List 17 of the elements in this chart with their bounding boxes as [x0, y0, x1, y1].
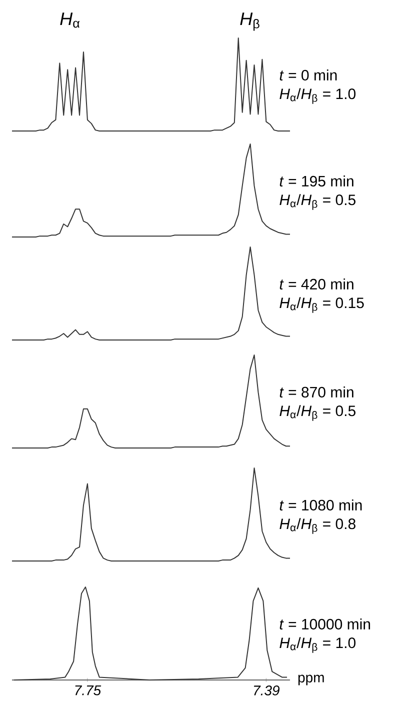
x-tick-label: 7.39: [254, 686, 280, 696]
annotation: H$_{α}$/H$_{β}$ = 0.5: [280, 405, 356, 421]
annotation: t = 10000 min: [280, 618, 370, 630]
annotation: H$_{α}$/H$_{β}$ = 0.15: [280, 297, 364, 313]
annotation: t = 0 min: [280, 69, 337, 81]
annotation: H$_{α}$/H$_{β}$ = 1.0: [280, 637, 356, 653]
x-tick-label: 7.75: [75, 686, 102, 696]
annotation: t = 870 min: [280, 386, 354, 398]
annotation: t = 1080 min: [280, 499, 362, 510]
annotation: t = 195 min: [280, 175, 354, 186]
annotation: H$_{α}$/H$_{β}$ = 0.5: [280, 194, 356, 210]
text: H$_{β}$: [240, 12, 260, 31]
annotation: H$_{α}$/H$_{β}$ = 1.0: [280, 88, 356, 104]
text: H$_{α}$: [60, 12, 80, 28]
x-axis-title: ppm: [298, 674, 324, 686]
annotation: t = 420 min: [280, 278, 354, 290]
annotation: H$_{α}$/H$_{β}$ = 0.8: [280, 518, 356, 534]
